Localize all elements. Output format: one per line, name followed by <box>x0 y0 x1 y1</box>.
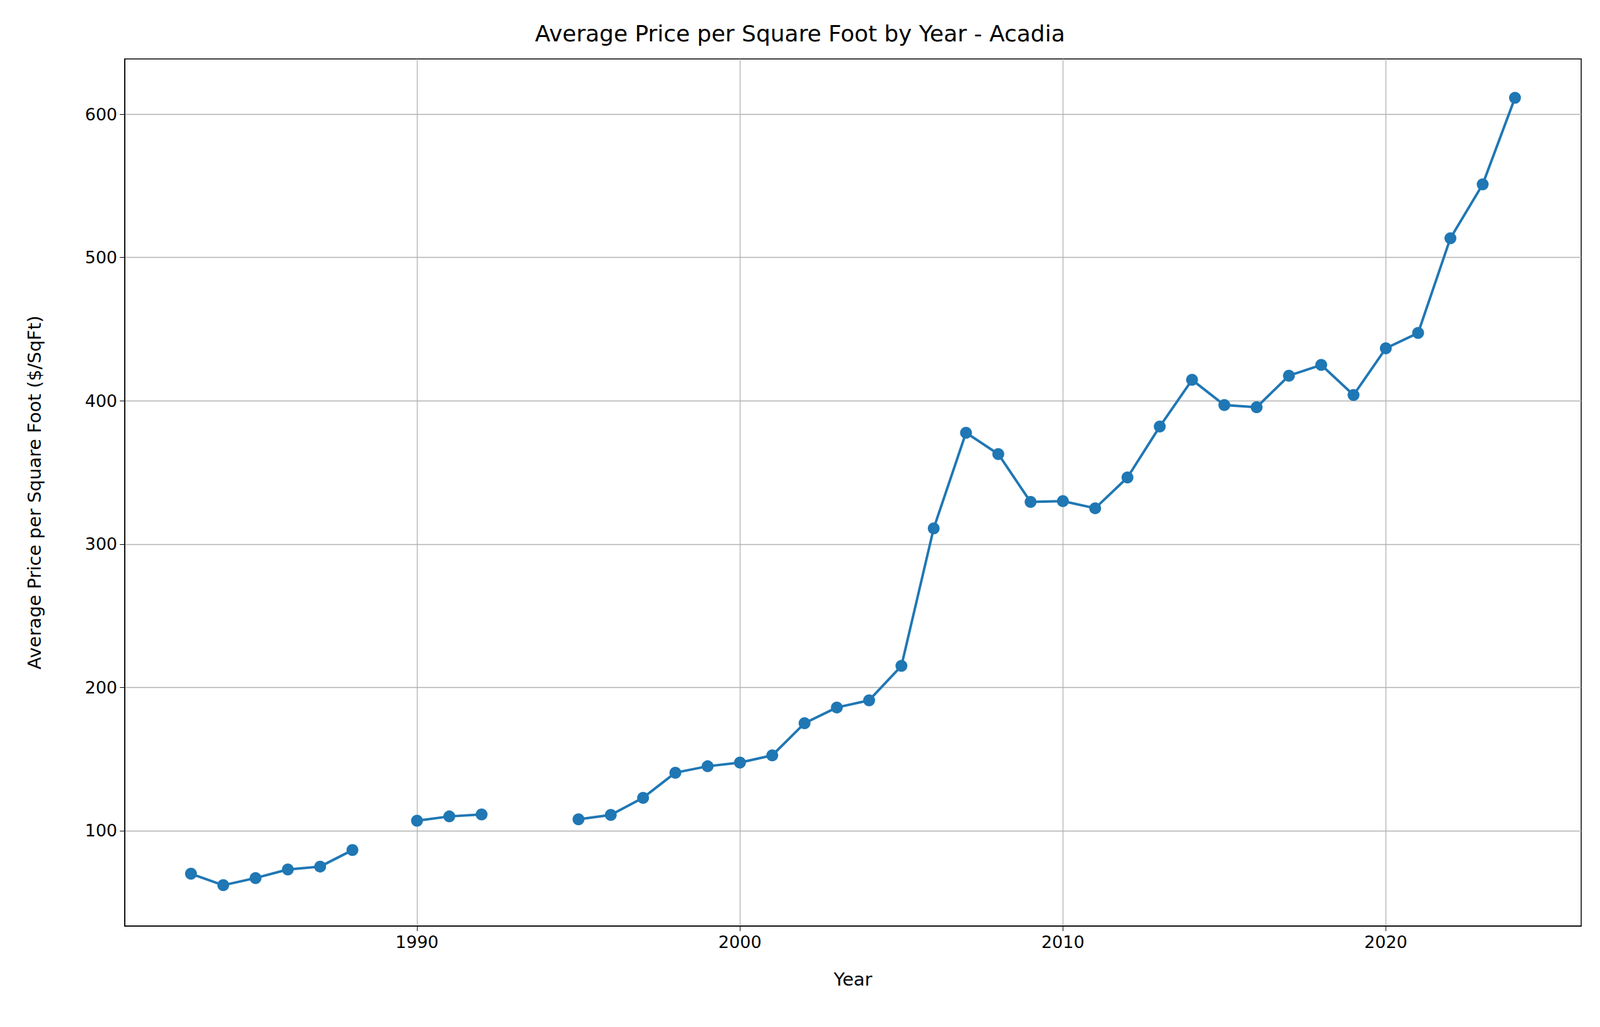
svg-text:2010: 2010 <box>1041 932 1085 952</box>
svg-text:Average Price per Square Foot: Average Price per Square Foot ($/SqFt) <box>23 315 46 669</box>
svg-text:300: 300 <box>84 534 118 554</box>
svg-text:1990: 1990 <box>395 932 439 952</box>
svg-text:100: 100 <box>84 820 118 841</box>
svg-text:Year: Year <box>833 968 873 990</box>
svg-text:2000: 2000 <box>718 932 762 952</box>
svg-text:2020: 2020 <box>1364 932 1408 952</box>
svg-text:600: 600 <box>84 104 118 125</box>
svg-text:400: 400 <box>84 391 118 411</box>
svg-text:Average Price per Square Foot: Average Price per Square Foot by Year - … <box>534 20 1065 47</box>
svg-text:200: 200 <box>84 677 118 698</box>
svg-text:500: 500 <box>84 247 118 268</box>
